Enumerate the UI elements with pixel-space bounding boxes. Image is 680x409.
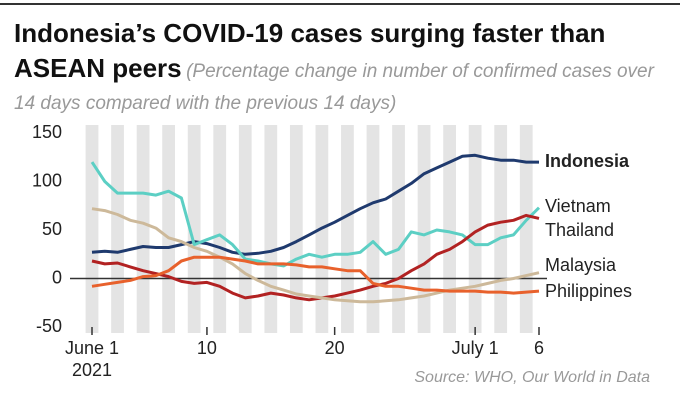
day-stripe <box>162 125 176 333</box>
series-label: Indonesia <box>545 151 630 171</box>
day-stripe <box>213 125 227 333</box>
series-label: Philippines <box>545 281 632 301</box>
day-stripe <box>341 125 354 333</box>
y-tick-label: -50 <box>36 316 62 336</box>
day-stripe <box>264 125 278 333</box>
series-line <box>90 161 541 268</box>
x-tick-label: 20 <box>325 338 345 358</box>
x-tick-label: June 1 <box>65 338 119 358</box>
source: Source: WHO, Our World in Data <box>414 369 650 386</box>
x-tick-label: July 1 <box>452 338 499 358</box>
day-stripe <box>519 125 533 333</box>
day-stripe <box>443 125 456 333</box>
day-stripe <box>392 125 405 333</box>
day-stripe <box>136 125 150 333</box>
y-tick-label: 0 <box>52 267 62 287</box>
day-stripe <box>289 125 303 333</box>
day-stripe <box>238 125 252 333</box>
y-tick-label: 100 <box>32 170 62 190</box>
x-tick-label: 10 <box>197 338 217 358</box>
series-line <box>91 207 540 304</box>
day-stripe <box>85 125 99 333</box>
chart-title: Indonesia’s COVID-19 cases surging faste… <box>14 18 606 83</box>
day-stripe <box>494 125 508 333</box>
chart-subtitle: (Percentage change in number of confirme… <box>14 61 654 114</box>
y-tick-label: 150 <box>32 122 62 142</box>
day-stripe <box>468 125 482 333</box>
series-label: Vietnam <box>545 196 611 216</box>
y-tick-label: 50 <box>42 219 62 239</box>
series-line <box>91 213 540 302</box>
series-line <box>91 153 539 256</box>
series-label: Malaysia <box>545 255 617 275</box>
x-sublabel: 2021 <box>72 360 112 380</box>
series-label: Thailand <box>545 220 614 240</box>
x-tick-label: 6 <box>534 338 544 358</box>
series-line <box>91 255 540 295</box>
day-stripe <box>187 125 201 333</box>
day-stripe <box>417 125 431 333</box>
day-stripe <box>111 125 124 333</box>
header: Indonesia’s COVID-19 cases surging faste… <box>14 18 654 120</box>
